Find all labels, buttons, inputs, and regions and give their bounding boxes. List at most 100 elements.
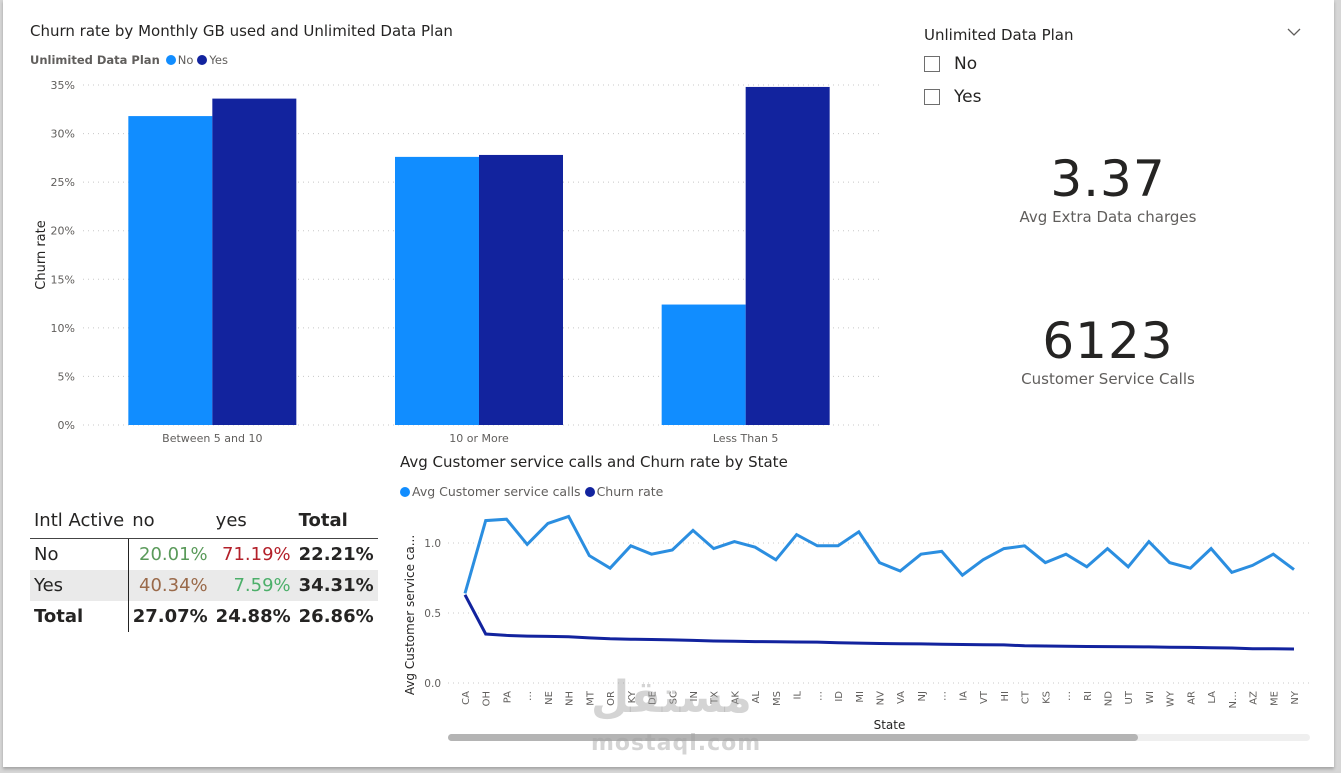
x-tick-label: N…: [1228, 691, 1239, 708]
x-tick-label: CT: [1021, 690, 1032, 704]
x-tick-label: OH: [482, 691, 493, 706]
matrix-row-header[interactable]: No: [30, 538, 129, 570]
x-tick-label: WI: [1145, 691, 1156, 704]
y-tick-label: 30%: [51, 128, 75, 141]
slicer-option-yes[interactable]: Yes: [924, 85, 981, 109]
y-tick-label: 0%: [58, 419, 75, 432]
legend-item-yes[interactable]: Yes: [197, 53, 228, 67]
y-axis-title: Churn rate: [34, 220, 49, 289]
x-tick-label: SC: [668, 691, 679, 704]
line-chart-scrollbar[interactable]: [448, 734, 1310, 741]
bar-no: [128, 116, 213, 426]
matrix-row: No 20.01% 71.19% 22.21%: [30, 538, 378, 570]
line-chart-legend: Avg Customer service calls Churn rate: [400, 484, 667, 499]
report-canvas: Churn rate by Monthly GB used and Unlimi…: [3, 0, 1334, 767]
x-tick-label: ME: [1269, 691, 1280, 706]
x-tick-label: AZ: [1249, 691, 1260, 705]
kpi-card-service-calls: 6123 Customer Service Calls: [988, 312, 1228, 388]
matrix-cell-total: 22.21%: [298, 544, 374, 565]
x-tick-label: AK: [730, 691, 741, 705]
chevron-down-icon[interactable]: [1286, 24, 1302, 40]
slicer-option-label: Yes: [954, 87, 982, 107]
x-tick-label: DE: [648, 691, 659, 705]
legend-dot-churn-icon: [584, 486, 595, 497]
legend-title: Unlimited Data Plan: [30, 53, 160, 67]
scrollbar-thumb[interactable]: [448, 734, 1138, 741]
matrix-cell-total: 34.31%: [294, 570, 378, 601]
y-tick-label: 15%: [51, 273, 75, 286]
matrix-row: Yes 40.34% 7.59% 34.31%: [30, 570, 378, 601]
legend-item-churn[interactable]: Churn rate: [584, 484, 664, 499]
x-tick-label: MI: [855, 691, 866, 703]
y-axis-title: Avg Customer service ca...: [403, 535, 417, 695]
bar-chart-title: Churn rate by Monthly GB used and Unlimi…: [30, 22, 453, 40]
x-tick-label: Less Than 5: [713, 432, 779, 445]
y-tick-label: 0.5: [424, 608, 441, 620]
checkbox-no[interactable]: [924, 56, 940, 72]
x-tick-label: …: [813, 691, 824, 701]
matrix-cell: 40.34%: [128, 570, 212, 601]
legend-dot-calls-icon: [400, 486, 410, 497]
x-tick-label: Between 5 and 10: [162, 432, 262, 445]
x-tick-label: ID: [834, 691, 845, 702]
bar-chart-legend: Unlimited Data Plan No Yes: [30, 53, 232, 67]
legend-label-no: No: [177, 53, 194, 67]
bar-yes: [212, 98, 297, 425]
bar-chart: 0% 5% 10% 15% 20% 25% 30% 35% Churn rate Between …: [34, 79, 883, 445]
x-tick-label: WY: [1166, 690, 1177, 707]
kpi-label: Avg Extra Data charges: [1019, 208, 1197, 226]
slicer-option-label: No: [954, 54, 978, 74]
matrix-col-header[interactable]: yes: [211, 502, 295, 539]
checkbox-yes[interactable]: [924, 89, 940, 105]
matrix-visual: Intl Active no yes Total No 20.01% 71.19…: [30, 502, 378, 632]
x-tick-label: TX: [710, 691, 721, 705]
y-tick-label: 25%: [51, 176, 75, 189]
x-tick-label: AR: [1186, 691, 1197, 705]
matrix-row-header[interactable]: Yes: [30, 570, 129, 601]
y-tick-label: 10%: [51, 322, 75, 335]
x-tick-label: IA: [958, 691, 969, 701]
matrix-cell: 7.59%: [211, 570, 295, 601]
y-tick-label: 0.0: [424, 678, 441, 690]
bar-yes: [479, 154, 563, 425]
legend-item-calls[interactable]: Avg Customer service calls: [400, 484, 581, 499]
slicer-options: No Yes: [924, 52, 981, 109]
legend-item-no[interactable]: No: [165, 53, 194, 67]
x-tick-label: NE: [544, 691, 555, 705]
legend-label-calls: Avg Customer service calls: [412, 484, 581, 499]
x-axis-title: State: [874, 718, 906, 732]
x-tick-label: NY: [1290, 690, 1301, 704]
x-tick-label: NJ: [917, 691, 928, 701]
x-tick-label: VA: [896, 691, 907, 704]
matrix-cell-total: 26.86%: [298, 606, 374, 627]
line-series-churn-rate: [463, 594, 1295, 651]
x-tick-label: 10 or More: [449, 432, 509, 445]
legend-label-churn: Churn rate: [596, 484, 664, 499]
matrix-header-row: Intl Active no yes Total: [30, 502, 378, 539]
x-tick-label: AL: [751, 691, 762, 704]
matrix-col-header[interactable]: no: [128, 502, 212, 539]
matrix-row-header-total: Total: [30, 601, 129, 632]
x-tick-label: …: [1062, 691, 1073, 701]
x-tick-label: PA: [502, 691, 513, 703]
x-tick-label: MS: [772, 691, 783, 706]
kpi-value: 6123: [1042, 312, 1174, 370]
y-tick-label: 5%: [58, 370, 75, 383]
matrix-corner-header[interactable]: Intl Active: [30, 502, 129, 539]
x-tick-label: HI: [1000, 691, 1011, 701]
matrix-col-header-total[interactable]: Total: [294, 502, 378, 539]
x-tick-label: OR: [606, 691, 617, 706]
matrix-cell-total: 27.07%: [132, 606, 208, 627]
y-tick-label: 20%: [51, 225, 75, 238]
bar-yes: [745, 86, 830, 425]
matrix-cell-total: 24.88%: [215, 606, 291, 627]
x-tick-label: UT: [1124, 690, 1135, 704]
x-tick-label: KY: [627, 690, 638, 703]
bar-no: [395, 156, 479, 425]
x-tick-label: …: [938, 691, 949, 701]
matrix-cell: 71.19%: [222, 544, 291, 565]
slicer-option-no[interactable]: No: [924, 52, 981, 76]
x-tick-label: VT: [979, 690, 990, 704]
bar-no: [661, 304, 746, 425]
legend-dot-yes-icon: [197, 55, 208, 65]
